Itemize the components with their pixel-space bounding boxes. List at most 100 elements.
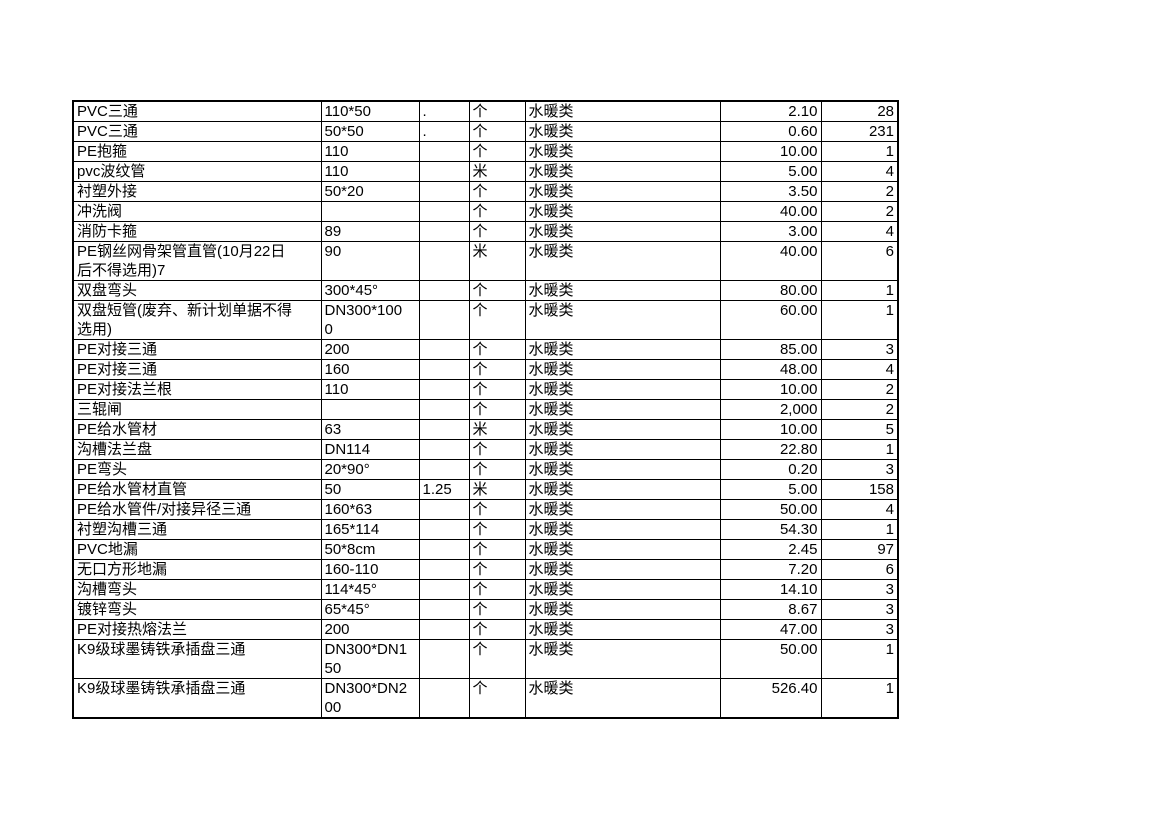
cell-price: 54.30 [719, 519, 822, 540]
cell-item-name: 双盘弯头 [72, 280, 322, 301]
cell-spec: 200 [320, 339, 420, 360]
table-row: pvc波纹管 110 米 水暖类 5.00 4 [72, 161, 899, 182]
cell-unit: 米 [468, 161, 526, 182]
table-row: PE给水管材直管 50 1.25 米 水暖类 5.00 158 [72, 479, 899, 500]
table-row: PE对接三通 160 个 水暖类 48.00 4 [72, 359, 899, 380]
table-row: K9级球墨铸铁承插盘三通 DN300*DN1 50 个 水暖类 50.00 1 [72, 639, 899, 679]
cell-category: 水暖类 [524, 399, 721, 420]
table-row: 沟槽法兰盘 DN114 个 水暖类 22.80 1 [72, 439, 899, 460]
cell-category: 水暖类 [524, 221, 721, 242]
cell-unit: 个 [468, 439, 526, 460]
cell-qty: 4 [820, 499, 899, 520]
cell-qty: 158 [820, 479, 899, 500]
cell-unit: 个 [468, 499, 526, 520]
cell-factor [418, 639, 470, 679]
cell-item-name: 沟槽法兰盘 [72, 439, 322, 460]
materials-table: PVC三通 110*50 . 个 水暖类 2.10 28 PVC三通 50*50… [72, 100, 899, 719]
cell-item-name: PE对接三通 [72, 339, 322, 360]
table-row: PVC地漏 50*8cm 个 水暖类 2.45 97 [72, 539, 899, 560]
table-row: PE给水管件/对接异径三通 160*63 个 水暖类 50.00 4 [72, 499, 899, 520]
cell-factor [418, 339, 470, 360]
cell-spec: 110 [320, 161, 420, 182]
cell-price: 60.00 [719, 300, 822, 340]
cell-price: 22.80 [719, 439, 822, 460]
cell-qty: 28 [820, 100, 899, 122]
cell-item-name: 衬塑外接 [72, 181, 322, 202]
cell-factor [418, 559, 470, 580]
cell-category: 水暖类 [524, 539, 721, 560]
table-row: 冲洗阀 个 水暖类 40.00 2 [72, 201, 899, 222]
cell-category: 水暖类 [524, 678, 721, 719]
cell-price: 2,000 [719, 399, 822, 420]
cell-unit: 个 [468, 121, 526, 142]
cell-category: 水暖类 [524, 479, 721, 500]
cell-spec: DN114 [320, 439, 420, 460]
cell-price: 2.45 [719, 539, 822, 560]
cell-factor [418, 399, 470, 420]
cell-item-name: K9级球墨铸铁承插盘三通 [72, 639, 322, 679]
cell-item-name: 镀锌弯头 [72, 599, 322, 620]
cell-unit: 米 [468, 479, 526, 500]
cell-category: 水暖类 [524, 141, 721, 162]
cell-price: 14.10 [719, 579, 822, 600]
cell-item-name: 双盘短管(废弃、新计划单据不得 选用) [72, 300, 322, 340]
cell-spec: 160*63 [320, 499, 420, 520]
cell-spec: DN300*100 0 [320, 300, 420, 340]
cell-price: 80.00 [719, 280, 822, 301]
cell-factor [418, 619, 470, 640]
table-row: PE给水管材 63 米 水暖类 10.00 5 [72, 419, 899, 440]
cell-item-name: 无口方形地漏 [72, 559, 322, 580]
cell-category: 水暖类 [524, 181, 721, 202]
cell-price: 0.60 [719, 121, 822, 142]
cell-price: 3.50 [719, 181, 822, 202]
cell-spec: 300*45° [320, 280, 420, 301]
cell-price: 526.40 [719, 678, 822, 719]
cell-spec: 200 [320, 619, 420, 640]
table-row: 衬塑沟槽三通 165*114 个 水暖类 54.30 1 [72, 519, 899, 540]
cell-factor [418, 161, 470, 182]
cell-qty: 1 [820, 439, 899, 460]
cell-price: 7.20 [719, 559, 822, 580]
cell-price: 40.00 [719, 241, 822, 281]
cell-spec: 110 [320, 379, 420, 400]
cell-factor [418, 181, 470, 202]
cell-factor [418, 241, 470, 281]
cell-unit: 个 [468, 141, 526, 162]
cell-qty: 97 [820, 539, 899, 560]
table-row: 双盘弯头 300*45° 个 水暖类 80.00 1 [72, 280, 899, 301]
cell-qty: 4 [820, 161, 899, 182]
cell-item-name: PE钢丝网骨架管直管(10月22日 后不得选用)7 [72, 241, 322, 281]
cell-category: 水暖类 [524, 379, 721, 400]
cell-factor [418, 459, 470, 480]
cell-qty: 2 [820, 379, 899, 400]
cell-spec: 89 [320, 221, 420, 242]
cell-category: 水暖类 [524, 459, 721, 480]
table-row: PE对接三通 200 个 水暖类 85.00 3 [72, 339, 899, 360]
cell-price: 10.00 [719, 379, 822, 400]
table-row: 无口方形地漏 160-110 个 水暖类 7.20 6 [72, 559, 899, 580]
cell-price: 10.00 [719, 141, 822, 162]
cell-category: 水暖类 [524, 419, 721, 440]
cell-unit: 个 [468, 339, 526, 360]
materials-table-body: PVC三通 110*50 . 个 水暖类 2.10 28 PVC三通 50*50… [72, 100, 899, 719]
cell-factor [418, 678, 470, 719]
cell-qty: 3 [820, 459, 899, 480]
cell-category: 水暖类 [524, 619, 721, 640]
cell-price: 10.00 [719, 419, 822, 440]
table-row: K9级球墨铸铁承插盘三通 DN300*DN2 00 个 水暖类 526.40 1 [72, 678, 899, 719]
cell-qty: 6 [820, 241, 899, 281]
cell-unit: 个 [468, 399, 526, 420]
cell-factor [418, 300, 470, 340]
cell-qty: 231 [820, 121, 899, 142]
cell-qty: 4 [820, 359, 899, 380]
cell-category: 水暖类 [524, 121, 721, 142]
table-row: 衬塑外接 50*20 个 水暖类 3.50 2 [72, 181, 899, 202]
cell-category: 水暖类 [524, 559, 721, 580]
cell-price: 8.67 [719, 599, 822, 620]
cell-factor [418, 539, 470, 560]
cell-price: 50.00 [719, 499, 822, 520]
cell-spec [320, 201, 420, 222]
cell-category: 水暖类 [524, 579, 721, 600]
cell-factor [418, 579, 470, 600]
